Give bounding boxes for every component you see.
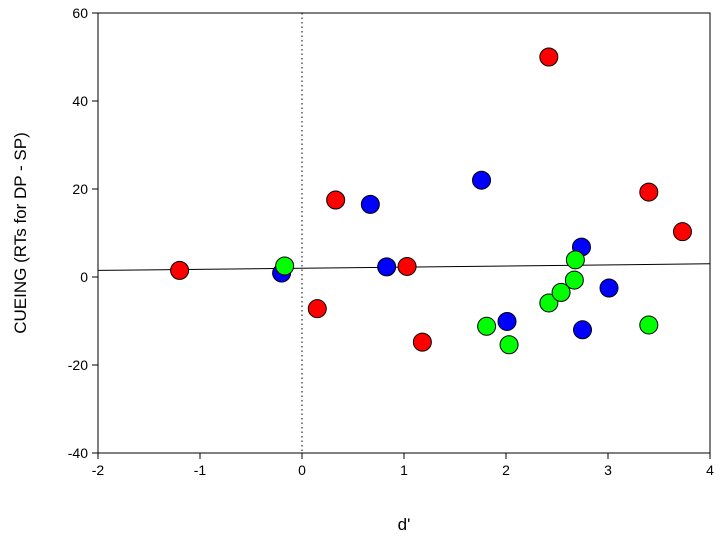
plot-area: -2 -1 0 1 2 3 4 -40 -20 0 20 40 60: [68, 5, 714, 478]
data-point-series-1-4: [497, 311, 517, 331]
data-point-series-2-1: [477, 316, 497, 336]
data-point-series-1-7: [599, 278, 619, 298]
data-point-series-2-2: [499, 335, 519, 355]
x-tick-label: 1: [400, 462, 408, 478]
y-tick-label: -40: [68, 445, 88, 461]
data-point-series-0-6: [639, 182, 659, 202]
data-point-series-1-6: [573, 320, 592, 340]
x-tick-label: 2: [502, 462, 510, 478]
x-tick-label: 0: [298, 462, 306, 478]
data-point-series-2-0: [275, 256, 295, 276]
data-point-series-1-2: [377, 257, 397, 277]
data-point-series-2-3: [539, 293, 559, 313]
x-tick-label: -1: [194, 462, 207, 478]
plot-frame: [97, 12, 711, 454]
y-tick-label: 40: [72, 93, 88, 109]
x-axis-title: d': [398, 515, 411, 534]
data-point-series-2-7: [639, 315, 659, 335]
data-point-series-1-3: [472, 170, 492, 190]
data-point-series-0-3: [397, 256, 417, 276]
data-point-series-0-7: [672, 222, 692, 242]
data-point-series-0-5: [539, 47, 559, 67]
data-point-series-0-2: [326, 190, 346, 210]
data-point-series-2-6: [565, 250, 585, 270]
y-axis-title: CUEING (RTs for DP - SP): [11, 132, 30, 334]
x-tick-label: -2: [92, 462, 105, 478]
data-point-series-2-4: [551, 282, 571, 302]
x-tick-label: 4: [706, 462, 714, 478]
y-tick-label: 20: [72, 181, 88, 197]
data-point-series-0-1: [307, 299, 327, 319]
data-point-series-0-0: [170, 260, 190, 280]
y-tick-label: 60: [72, 5, 88, 21]
data-point-series-2-5: [564, 270, 584, 290]
x-tick-label: 3: [604, 462, 612, 478]
data-point-series-0-4: [412, 332, 432, 352]
y-tick-label: 0: [80, 269, 88, 285]
data-point-series-1-1: [360, 194, 380, 214]
y-tick-label: -20: [68, 357, 88, 373]
